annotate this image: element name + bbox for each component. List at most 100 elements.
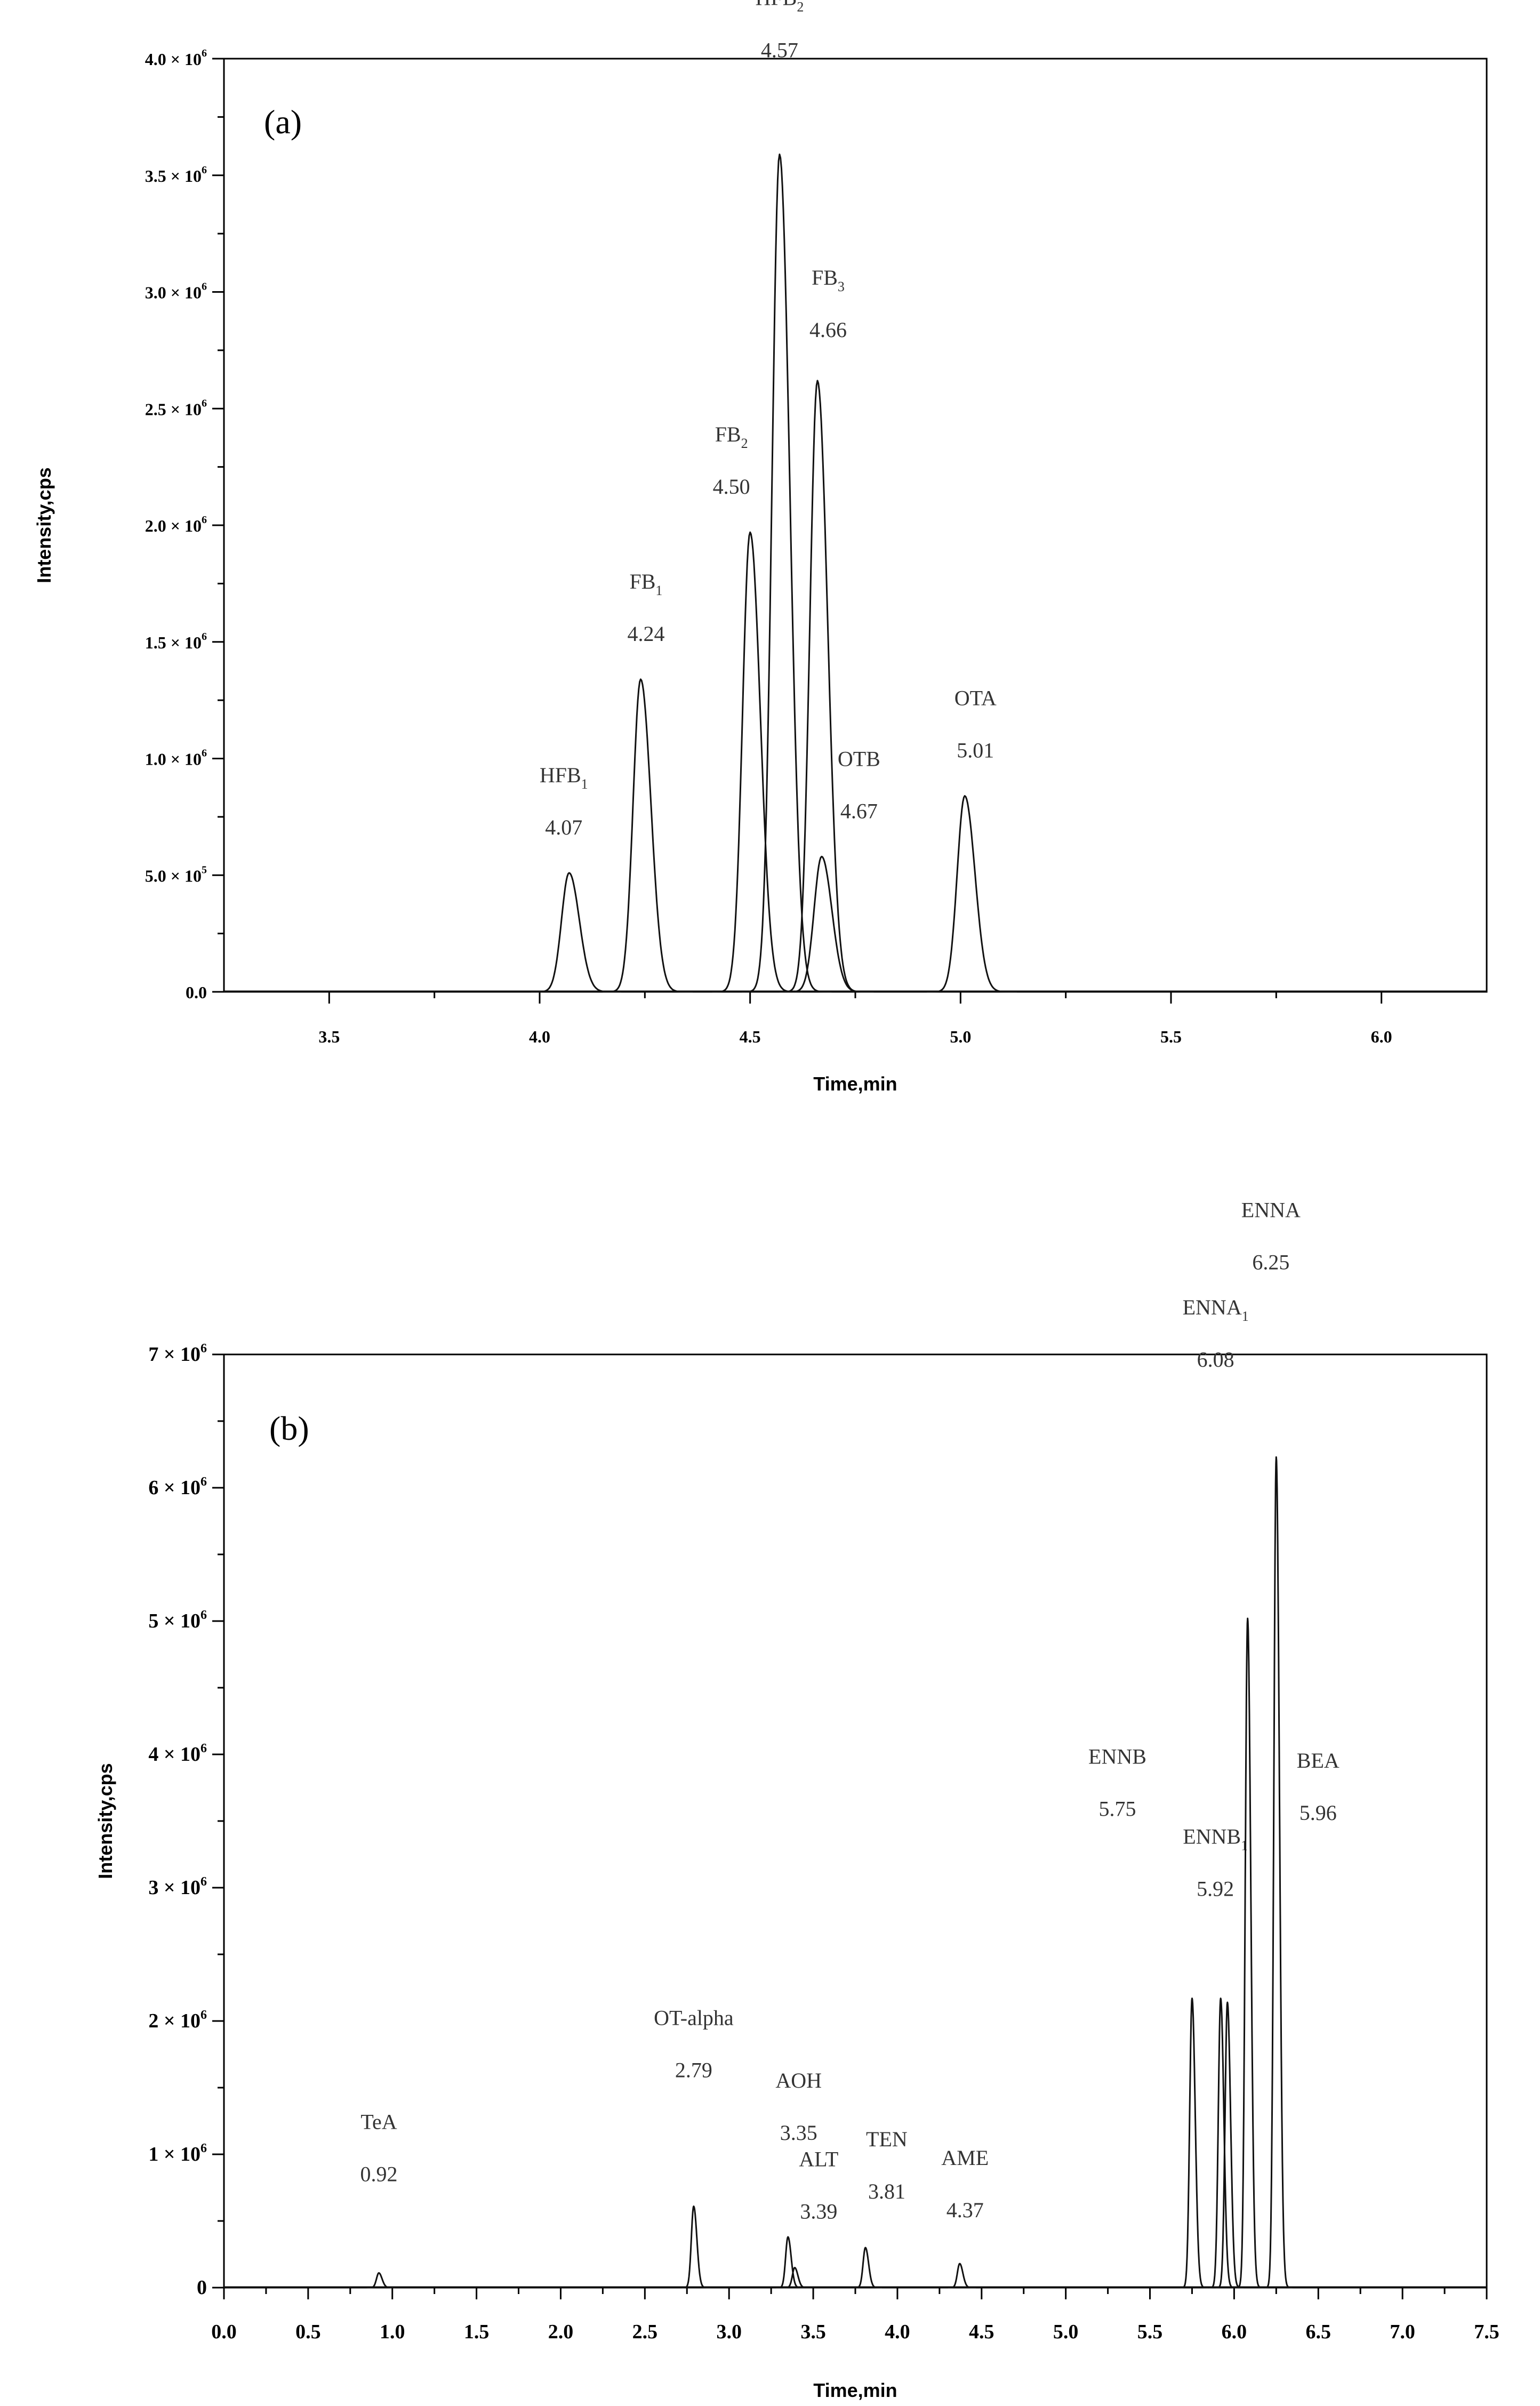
x-tick-label: 4.0 [885,2321,910,2343]
peak-trace [947,2263,977,2289]
peak-name-label: FB3 [812,266,845,294]
peak-time-label: 5.92 [1197,1877,1234,1901]
y-axis-title: Intensity,cps [94,1763,116,1879]
peak-time-label: 4.07 [545,815,582,839]
x-tick-label: 6.0 [1371,1027,1392,1046]
peak-name-label: AME [941,2146,989,2170]
x-tick-label: 4.5 [969,2321,994,2343]
y-tick-label: 5.0 × 105 [145,864,207,885]
peak-name-label: OTB [838,747,880,771]
peak-time-label: 6.25 [1252,1250,1289,1274]
peak-name-label: HFB2 [756,0,804,14]
x-tick-label: 1.5 [464,2321,490,2343]
x-tick-label: 5.5 [1160,1027,1182,1046]
x-tick-label: 7.0 [1390,2321,1415,2343]
y-axis-title: Intensity,cps [33,467,55,583]
peak-time-label: 4.66 [809,318,847,342]
y-tick-label: 1.0 × 106 [145,748,207,769]
x-tick-label: 0.0 [211,2321,237,2343]
peak-name-label: ALT [799,2147,838,2171]
x-tick-label: 3.0 [716,2321,742,2343]
peak-name-label: TEN [866,2127,908,2151]
peak-name-label: BEA [1297,1749,1340,1773]
peak-trace [531,872,621,993]
peak-trace [1264,1456,1293,2289]
peak-time-label: 4.50 [713,475,750,499]
x-tick-label: 5.0 [1053,2321,1079,2343]
y-tick-label: 0 [197,2276,207,2299]
peak-time-label: 4.24 [627,622,664,646]
y-tick-label: 4.0 × 106 [145,47,207,69]
peak-time-label: 4.57 [761,38,798,62]
peak-trace [927,795,1017,993]
peak-trace [853,2247,883,2289]
x-tick-label: 6.5 [1306,2321,1332,2343]
x-tick-label: 3.5 [318,1027,340,1046]
peak-time-label: 5.01 [957,739,994,763]
y-tick-label: 5 × 106 [148,1608,207,1632]
y-tick-label: 4 × 106 [148,1742,207,1766]
x-axis-title: Time,min [813,1073,897,1095]
peak-name-label: FB1 [629,570,662,598]
peak-time-label: 5.75 [1098,1797,1136,1821]
chromatogram-panel-b: 0 1 × 106 2 × 106 3 × 106 4 × 106 5 × 106 6 × … [94,1198,1499,2402]
peak-time-label: 5.96 [1300,1801,1337,1825]
peak-time-label: 2.79 [675,2058,712,2082]
peak-trace [1180,1998,1209,2289]
peak-trace [775,2236,805,2289]
y-tick-label: 3.5 × 106 [145,164,207,186]
panel-label: (b) [269,1409,309,1447]
plot-frame [223,1353,1488,2289]
peak-name-label: HFB1 [540,763,588,792]
y-tick-label: 2.0 × 106 [145,514,207,535]
peak-time-label: 3.39 [800,2200,837,2224]
x-tick-label: 7.5 [1474,2321,1499,2343]
panel-label: (a) [264,103,302,141]
y-tick-label: 3.0 × 106 [145,281,207,302]
x-tick-label: 3.5 [800,2321,826,2343]
peak-name-label: FB2 [715,422,748,451]
peak-trace [603,678,693,993]
x-tick-label: 2.5 [632,2321,658,2343]
peak-name-label: AOH [775,2068,822,2092]
x-tick-label: 2.0 [548,2321,574,2343]
x-tick-label: 5.5 [1137,2321,1163,2343]
x-tick-label: 0.5 [295,2321,321,2343]
chromatogram-panel-a: 0.0 5.0 × 105 1.0 × 106 1.5 × 106 2.0 × 106 2… [33,0,1488,1095]
y-tick-label: 0.0 [186,983,207,1002]
peak-name-label: OTA [955,686,997,710]
peak-time-label: 3.81 [868,2179,905,2203]
peak-trace [779,380,870,993]
peak-time-label: 6.08 [1197,1348,1234,1372]
x-tick-label: 6.0 [1222,2321,1247,2343]
peak-name-label: OT-alpha [654,2006,734,2030]
peak-name-label: ENNB1 [1183,1825,1248,1854]
peak-trace [366,2272,396,2289]
x-tick-label: 1.0 [380,2321,405,2343]
plot-frame [223,58,1488,993]
peak-name-label: ENNA [1241,1198,1301,1222]
peak-trace [712,531,803,993]
peak-trace [1235,1617,1264,2289]
peak-time-label: 4.67 [840,799,878,823]
peak-time-label: 3.35 [780,2121,817,2145]
peak-time-label: 4.37 [947,2198,984,2222]
x-tick-label: 4.0 [529,1027,550,1046]
peak-name-label: ENNB [1088,1745,1146,1769]
peak-trace [782,2267,812,2289]
y-tick-label: 3 × 106 [148,1875,207,1899]
peak-name-label: TeA [360,2110,397,2134]
x-axis-title: Time,min [813,2379,897,2401]
peak-name-label: ENNA1 [1183,1295,1249,1324]
y-tick-label: 2.5 × 106 [145,397,207,419]
peak-trace [681,2206,711,2289]
y-tick-label: 1.5 × 106 [145,631,207,652]
y-tick-label: 2 × 106 [148,2008,207,2032]
y-tick-label: 6 × 106 [148,1475,207,1499]
y-tick-label: 7 × 106 [148,1342,207,1366]
x-tick-label: 5.0 [950,1027,971,1046]
y-tick-label: 1 × 106 [148,2142,207,2166]
x-tick-label: 4.5 [740,1027,761,1046]
peak-time-label: 0.92 [360,2162,397,2186]
